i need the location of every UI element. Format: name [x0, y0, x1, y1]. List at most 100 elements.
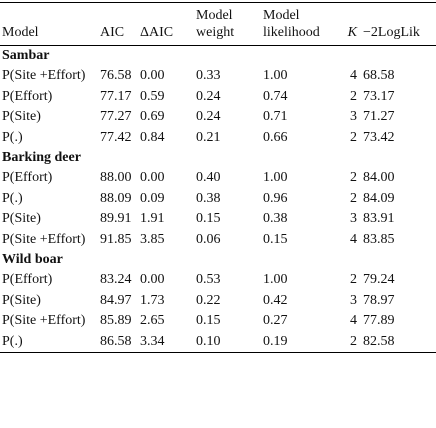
cell: 0.22	[196, 292, 221, 308]
cell: 4	[350, 68, 357, 84]
cell: 2	[350, 88, 357, 104]
table-header: Model AIC ΔAIC Model weight Model likelihood…	[0, 2, 436, 46]
model-name: P(Site)	[2, 109, 41, 125]
data-row: P(.) 86.58 3.34 0.10 0.19 2 82.58	[0, 332, 436, 353]
model-name: P(.)	[2, 333, 23, 349]
cell: 0.84	[140, 129, 165, 145]
cell: 78.97	[363, 292, 395, 308]
data-row: P(Site) 84.97 1.73 0.22 0.42 3 78.97	[0, 291, 436, 311]
column-header: Model	[2, 25, 39, 40]
cell: 3	[350, 109, 357, 125]
group-name: Barking deer	[2, 150, 81, 166]
cell: 91.85	[100, 231, 132, 247]
cell: 0.00	[140, 170, 165, 186]
model-name: P(Site +Effort)	[2, 313, 86, 329]
cell: 0.06	[196, 231, 221, 247]
cell: 0.00	[140, 272, 165, 288]
cell: 0.66	[263, 129, 288, 145]
cell: 73.17	[363, 88, 395, 104]
cell: 77.89	[363, 313, 395, 329]
group-name: Wild boar	[2, 252, 63, 268]
model-name: P(.)	[2, 129, 23, 145]
cell: 0.21	[196, 129, 221, 145]
cell: 0.40	[196, 170, 221, 186]
column-header: ΔAIC	[140, 25, 174, 40]
group-name: Sambar	[2, 48, 50, 63]
cell: 2	[350, 190, 357, 206]
cell: 83.85	[363, 231, 395, 247]
cell: 4	[350, 313, 357, 329]
cell: 3.85	[140, 231, 165, 247]
cell: 0.15	[196, 313, 221, 329]
cell: 0.10	[196, 333, 221, 349]
cell: 3	[350, 211, 357, 227]
model-name: P(Site)	[2, 292, 41, 308]
cell: 84.97	[100, 292, 132, 308]
cell: 3	[350, 292, 357, 308]
data-row: P(Site +Effort) 76.58 0.00 0.33 1.00 4 68.58	[0, 66, 436, 86]
cell: 73.42	[363, 129, 395, 145]
cell: 1.91	[140, 211, 165, 227]
cell: 0.33	[196, 68, 221, 84]
column-header: −2LogLik	[363, 25, 420, 40]
cell: 2	[350, 272, 357, 288]
cell: 0.15	[263, 231, 288, 247]
cell: 0.71	[263, 109, 288, 125]
model-name: P(Effort)	[2, 88, 53, 104]
group-row: Barking deer	[0, 148, 436, 168]
cell: 77.17	[100, 88, 132, 104]
model-name: P(Site +Effort)	[2, 231, 86, 247]
table-body: Sambar P(Site +Effort) 76.58 0.00 0.33 1.00 4 6…	[0, 46, 436, 353]
cell: 0.42	[263, 292, 288, 308]
column-header: AIC	[100, 25, 125, 40]
cell: 82.58	[363, 333, 395, 349]
data-row: P(Site +Effort) 85.89 2.65 0.15 0.27 4 77.89	[0, 311, 436, 331]
cell: 1.00	[263, 68, 288, 84]
model-name: P(.)	[2, 190, 23, 206]
cell: 1.00	[263, 272, 288, 288]
cell: 88.00	[100, 170, 132, 186]
group-row: Sambar	[0, 46, 436, 67]
cell: 0.38	[263, 211, 288, 227]
cell: 68.58	[363, 68, 395, 84]
cell: 0.24	[196, 109, 221, 125]
cell: 0.00	[140, 68, 165, 84]
cell: 2	[350, 129, 357, 145]
group-row: Wild boar	[0, 250, 436, 270]
results-table: Model AIC ΔAIC Model weight Model likelihood…	[0, 2, 436, 353]
cell: 0.59	[140, 88, 165, 104]
data-row: P(Effort) 77.17 0.59 0.24 0.74 2 73.17	[0, 87, 436, 107]
data-row: P(Effort) 83.24 0.00 0.53 1.00 2 79.24	[0, 270, 436, 290]
cell: 0.74	[263, 88, 288, 104]
cell: 79.24	[363, 272, 395, 288]
cell: 0.69	[140, 109, 165, 125]
cell: 85.89	[100, 313, 132, 329]
cell: 86.58	[100, 333, 132, 349]
cell: 77.27	[100, 109, 132, 125]
cell: 76.58	[100, 68, 132, 84]
column-header: Model weight	[196, 8, 235, 40]
cell: 77.42	[100, 129, 132, 145]
cell: 0.09	[140, 190, 165, 206]
model-name: P(Site +Effort)	[2, 68, 86, 84]
cell: 89.91	[100, 211, 132, 227]
data-row: P(.) 77.42 0.84 0.21 0.66 2 73.42	[0, 128, 436, 148]
data-row: P(Site) 77.27 0.69 0.24 0.71 3 71.27	[0, 107, 436, 127]
cell: 0.19	[263, 333, 288, 349]
cell: 0.27	[263, 313, 288, 329]
cell: 1.73	[140, 292, 165, 308]
cell: 0.38	[196, 190, 221, 206]
data-row: P(Site +Effort) 91.85 3.85 0.06 0.15 4 83.85	[0, 230, 436, 250]
header-row: Model AIC ΔAIC Model weight Model likelihood…	[0, 2, 436, 46]
cell: 71.27	[363, 109, 395, 125]
cell: 2	[350, 170, 357, 186]
model-name: P(Effort)	[2, 272, 53, 288]
cell: 88.09	[100, 190, 132, 206]
data-row: P(Effort) 88.00 0.00 0.40 1.00 2 84.00	[0, 168, 436, 188]
model-name: P(Site)	[2, 211, 41, 227]
cell: 83.91	[363, 211, 395, 227]
data-row: P(Site) 89.91 1.91 0.15 0.38 3 83.91	[0, 209, 436, 229]
cell: 0.24	[196, 88, 221, 104]
cell: 0.53	[196, 272, 221, 288]
